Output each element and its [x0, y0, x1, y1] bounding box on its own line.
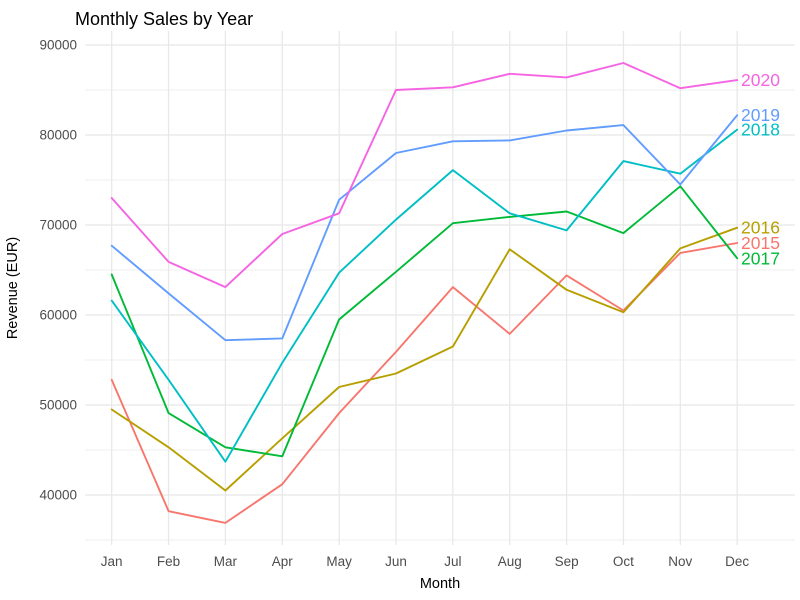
y-tick-label: 80000: [39, 128, 77, 143]
x-tick-label: Jul: [444, 554, 461, 569]
series-end-label-2016: 2016: [741, 218, 780, 238]
series-end-label-2017: 2017: [741, 248, 780, 268]
y-tick-label: 90000: [39, 38, 77, 53]
series-line-2019: [110, 114, 739, 342]
series-line-2016: [110, 226, 739, 492]
x-tick-label: May: [326, 554, 352, 569]
x-tick-label: Sep: [555, 554, 579, 569]
y-tick-label: 60000: [39, 308, 77, 323]
series-end-label-2018: 2018: [741, 120, 780, 140]
x-tick-label: Feb: [157, 554, 180, 569]
series-line-2018: [110, 128, 739, 463]
series-line-2020: [110, 62, 739, 289]
y-tick-label: 40000: [39, 488, 77, 503]
x-tick-label: Aug: [498, 554, 522, 569]
chart-title: Monthly Sales by Year: [75, 9, 253, 29]
x-tick-label: Apr: [272, 554, 294, 569]
x-axis-title: Month: [420, 576, 460, 592]
x-tick-label: Jun: [385, 554, 407, 569]
series-line-2017: [110, 185, 739, 458]
y-axis-title: Revenue (EUR): [5, 237, 21, 339]
y-tick-label: 70000: [39, 218, 77, 233]
x-axis-tick-labels: Jan Feb Mar Apr May Jun Jul Aug Sep Oct Nov Dec: [101, 554, 750, 569]
x-tick-label: Jan: [101, 554, 123, 569]
x-tick-label: Nov: [668, 554, 692, 569]
x-tick-label: Mar: [214, 554, 238, 569]
y-tick-label: 50000: [39, 398, 77, 413]
series-lines: [110, 62, 739, 524]
x-tick-label: Oct: [613, 554, 634, 569]
x-tick-label: Dec: [725, 554, 749, 569]
series-end-label-2020: 2020: [741, 70, 780, 90]
series-end-label-2015: 2015: [741, 233, 780, 253]
series-end-label-2019: 2019: [741, 105, 780, 125]
y-axis-tick-labels: 40000 50000 60000 70000 80000 90000: [39, 38, 77, 503]
